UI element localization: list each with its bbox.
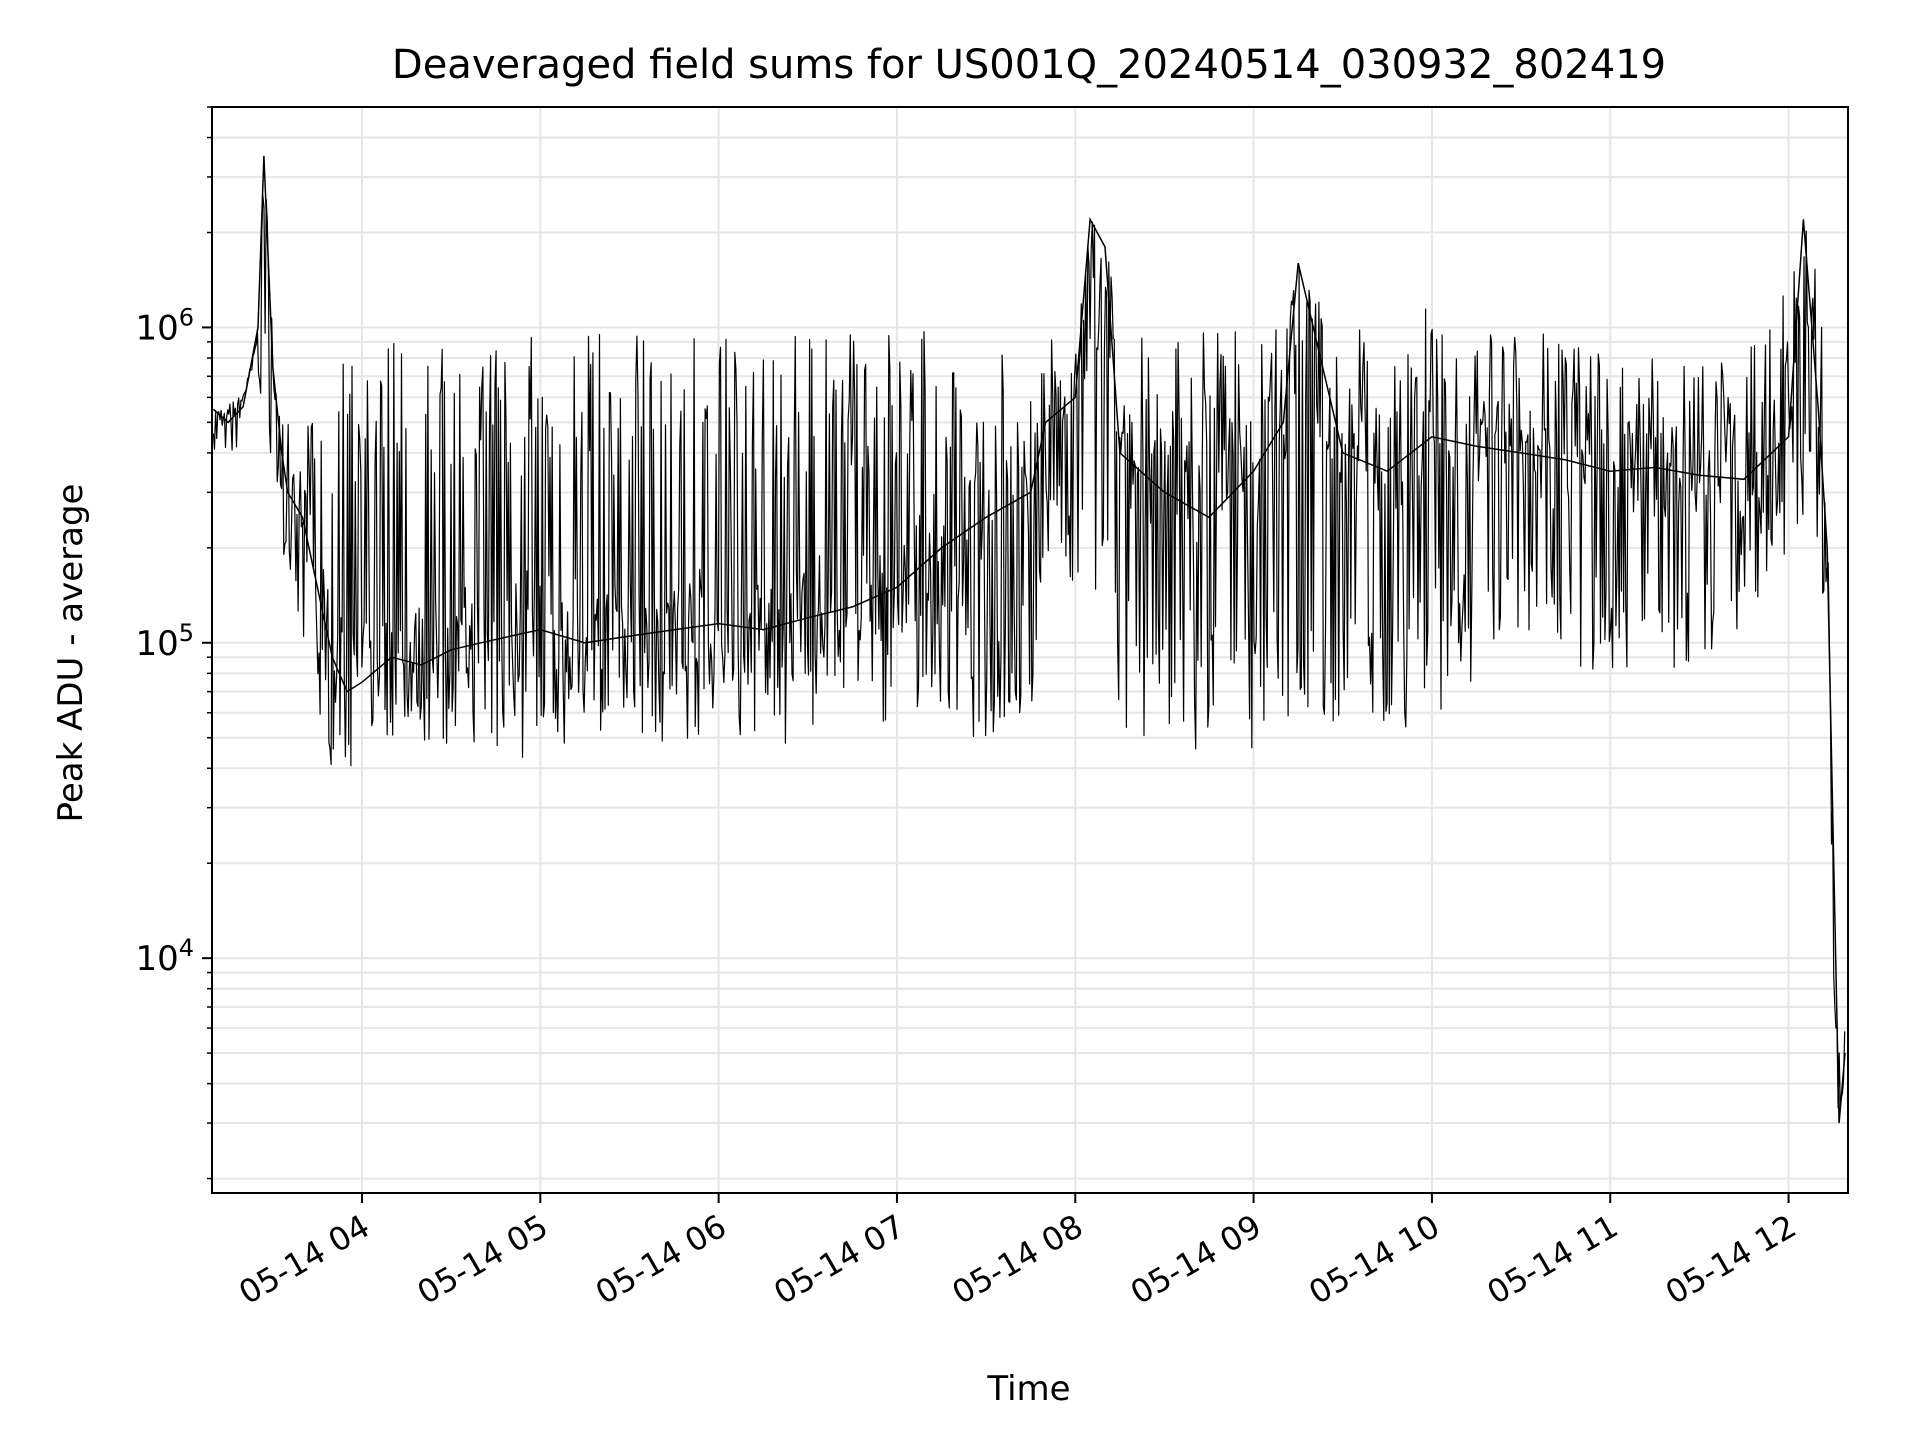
y-tick-label: 105: [135, 619, 194, 664]
y-axis-label: Peak ADU - average: [51, 484, 91, 823]
chart-title: Deaveraged field sums for US001Q_2024051…: [392, 42, 1666, 88]
series-layer: [212, 155, 1846, 1124]
x-axis-label: Time: [986, 1369, 1070, 1409]
grid-lines: [212, 106, 1848, 1193]
y-tick-label: 104: [135, 934, 194, 979]
y-tick-label: 106: [135, 303, 194, 348]
series-line: [212, 195, 1846, 1109]
plot-frame: [211, 106, 1849, 1194]
